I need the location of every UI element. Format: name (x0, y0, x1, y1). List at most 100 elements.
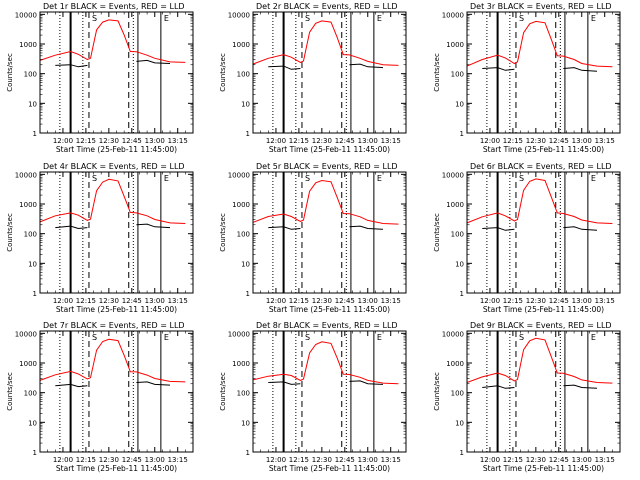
detector-panel-4: 1 10 100 1000 10000 12:00 12:15 12:30 12:45 13:00… (6, 162, 194, 314)
y-axis-label: Counts/sec (219, 213, 227, 252)
x-axis-label: Start Time (25-Feb-11 11:45:00) (269, 305, 390, 314)
y-tick-label: 1 (33, 290, 37, 298)
x-tick-label: 12:45 (335, 297, 355, 305)
x-tick-label: 13:00 (572, 137, 592, 145)
x-axis-label: Start Time (25-Feb-11 11:45:00) (269, 464, 390, 473)
x-axis-label: Start Time (25-Feb-11 11:45:00) (56, 305, 177, 314)
events-series-line (136, 223, 171, 229)
annotation-end: E (164, 14, 169, 23)
lld-series-line (466, 178, 613, 224)
lld-series-line (39, 19, 186, 63)
x-tick-label: 12:30 (312, 137, 332, 145)
events-series-line (136, 59, 171, 64)
annotation-start: S (519, 14, 524, 23)
x-tick-label: 12:00 (266, 456, 286, 464)
panel-title: Det 6r BLACK = Events, RED = LLD (470, 162, 612, 171)
x-tick-label: 12:30 (99, 297, 119, 305)
y-axis-label: Counts/sec (6, 372, 14, 411)
plot-frame (252, 330, 407, 453)
lld-series-line (466, 20, 613, 68)
events-series-line (482, 385, 515, 389)
panel-title: Det 3r BLACK = Events, RED = LLD (470, 2, 612, 11)
y-tick-label: 100 (451, 231, 464, 239)
events-series-line (482, 67, 515, 71)
x-tick-label: 12:45 (549, 137, 569, 145)
x-tick-label: 13:15 (381, 456, 401, 464)
x-tick-label: 12:15 (503, 297, 523, 305)
x-tick-label: 13:15 (595, 297, 615, 305)
y-axis-label: Counts/sec (433, 53, 441, 92)
events-series-line (349, 63, 384, 69)
y-tick-label: 10000 (228, 330, 250, 338)
x-tick-label: 12:15 (76, 297, 96, 305)
plot-frame (39, 171, 194, 294)
x-tick-label: 13:00 (145, 137, 165, 145)
lld-series-line (39, 178, 186, 224)
x-tick-label: 12:00 (480, 297, 500, 305)
y-tick-label: 10 (241, 260, 250, 268)
detector-panel-3: 1 10 100 1000 10000 12:00 12:15 12:30 12:45 13:00… (433, 2, 621, 154)
x-tick-label: 12:15 (289, 137, 309, 145)
detector-panel-7: 1 10 100 1000 10000 12:00 12:15 12:30 12:45 13:00… (6, 321, 194, 473)
y-tick-label: 1000 (446, 360, 464, 368)
y-axis-label: Counts/sec (6, 213, 14, 252)
events-series-line (482, 227, 515, 231)
x-tick-label: 12:00 (480, 137, 500, 145)
y-tick-label: 100 (24, 390, 37, 398)
x-tick-label: 13:00 (572, 297, 592, 305)
y-tick-label: 10 (28, 260, 37, 268)
annotation-end: E (377, 14, 382, 23)
annotation-end: E (591, 174, 596, 183)
y-tick-label: 10 (455, 419, 464, 427)
events-series-line (349, 380, 384, 385)
detector-panel-8: 1 10 100 1000 10000 12:00 12:15 12:30 12:45 13:00… (219, 321, 407, 473)
detector-panel-5: 1 10 100 1000 10000 12:00 12:15 12:30 12:45 13:00… (219, 162, 407, 314)
annotation-end: E (591, 14, 596, 23)
events-series-line (563, 384, 598, 389)
x-tick-label: 12:30 (526, 137, 546, 145)
x-tick-label: 13:15 (595, 137, 615, 145)
annotation-start: S (519, 174, 524, 183)
x-axis-label: Start Time (25-Feb-11 11:45:00) (483, 464, 604, 473)
lld-series-line (39, 338, 186, 383)
x-tick-label: 12:45 (122, 297, 142, 305)
x-tick-label: 12:30 (526, 297, 546, 305)
x-axis-label: Start Time (25-Feb-11 11:45:00) (269, 145, 390, 154)
y-tick-label: 10 (455, 100, 464, 108)
plot-frame (466, 171, 621, 294)
events-series-line (268, 226, 301, 230)
y-tick-label: 1000 (19, 360, 37, 368)
y-tick-label: 1 (33, 130, 37, 138)
annotation-start: S (92, 333, 97, 342)
y-tick-label: 1 (460, 130, 464, 138)
detector-panel-1: 1 10 100 1000 10000 12:00 12:15 12:30 12:45 13:00… (6, 2, 194, 154)
y-tick-label: 10 (241, 100, 250, 108)
annotation-start: S (305, 14, 310, 23)
plot-frame (39, 330, 194, 453)
x-axis-label: Start Time (25-Feb-11 11:45:00) (483, 145, 604, 154)
y-tick-label: 1 (460, 290, 464, 298)
y-tick-label: 1 (460, 449, 464, 457)
y-tick-label: 100 (451, 71, 464, 79)
panel-title: Det 9r BLACK = Events, RED = LLD (470, 321, 612, 330)
events-series-line (268, 65, 301, 70)
annotation-start: S (92, 174, 97, 183)
x-tick-label: 13:15 (168, 456, 188, 464)
x-tick-label: 13:00 (358, 297, 378, 305)
plot-frame (39, 11, 194, 134)
x-tick-label: 12:30 (99, 456, 119, 464)
events-series-line (563, 226, 598, 231)
events-series-line (55, 383, 88, 388)
x-tick-label: 12:45 (122, 456, 142, 464)
x-tick-label: 13:15 (381, 137, 401, 145)
y-tick-label: 10 (28, 419, 37, 427)
detector-panel-9: 1 10 100 1000 10000 12:00 12:15 12:30 12:45 13:00… (433, 321, 621, 473)
panel-title: Det 7r BLACK = Events, RED = LLD (43, 321, 185, 330)
events-series-line (349, 225, 384, 230)
x-tick-label: 12:00 (53, 297, 73, 305)
x-tick-label: 12:30 (526, 456, 546, 464)
x-tick-label: 12:15 (76, 137, 96, 145)
y-axis-label: Counts/sec (219, 372, 227, 411)
y-tick-label: 100 (237, 71, 250, 79)
annotation-end: E (377, 333, 382, 342)
